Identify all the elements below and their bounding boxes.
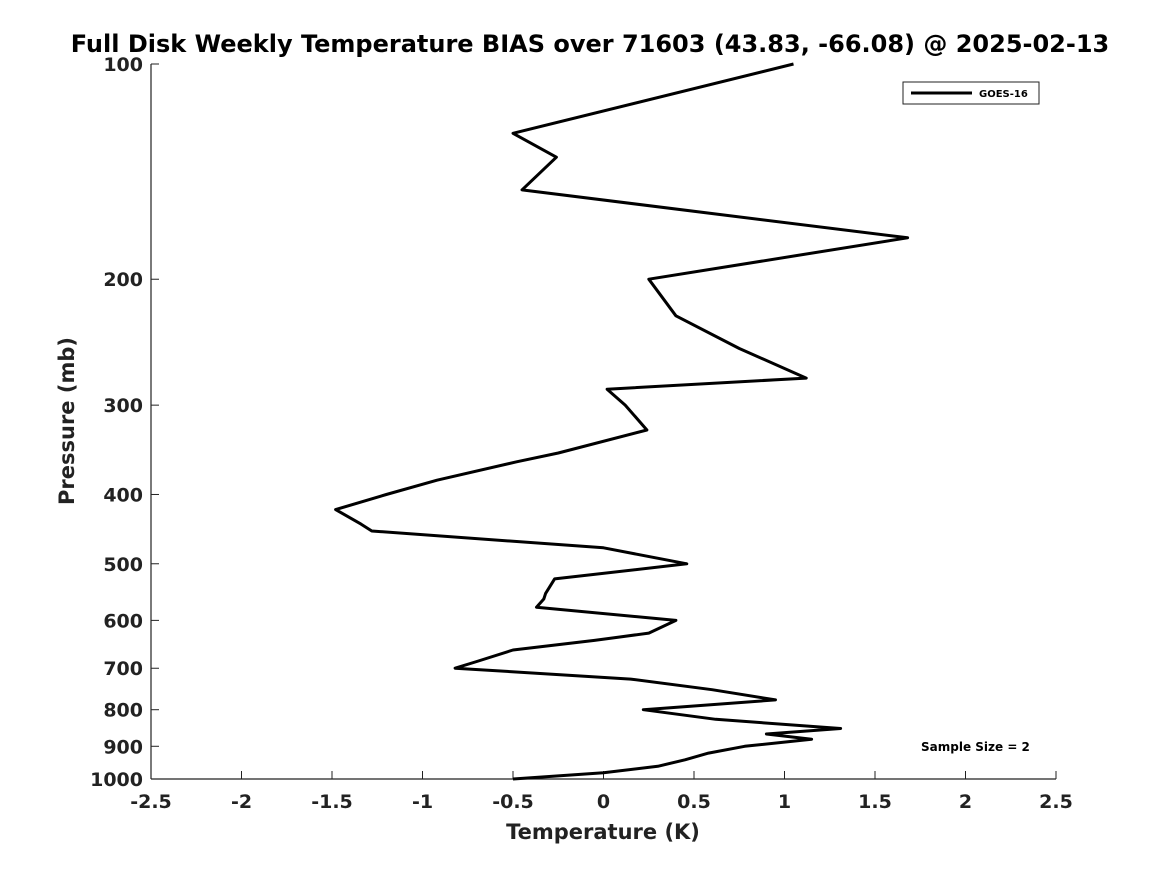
x-tick-label: -2.5 xyxy=(130,791,172,813)
x-tick-label: 2.5 xyxy=(1039,791,1073,813)
x-tick-label: -0.5 xyxy=(492,791,534,813)
series-lines xyxy=(334,62,910,781)
x-tick-label: 0.5 xyxy=(677,791,711,813)
y-tick-label: 900 xyxy=(103,736,143,758)
x-tick-label: -1 xyxy=(412,791,433,813)
y-ticks: 100 200 300 400 500 600 700 800 900 1000 xyxy=(90,54,159,791)
y-tick-label: 800 xyxy=(103,700,143,722)
y-tick-label: 600 xyxy=(103,610,143,632)
y-axis-label: Pressure (mb) xyxy=(55,337,79,505)
plot-area: -2.5 -2 -1.5 -1 -0.5 0 0.5 1 1.5 2 2.5 100 200 300 40… xyxy=(90,54,1073,813)
x-tick-label: 2 xyxy=(959,791,972,813)
y-tick-label: 1000 xyxy=(90,769,143,791)
y-tick-label: 400 xyxy=(103,484,143,506)
chart-title: Full Disk Weekly Temperature BIAS over 7… xyxy=(71,30,1110,58)
legend: GOES-16 xyxy=(902,81,1040,105)
x-tick-label: 1 xyxy=(778,791,791,813)
y-tick-label: 100 xyxy=(103,54,143,76)
x-ticks: -2.5 -2 -1.5 -1 -0.5 0 0.5 1 1.5 2 2.5 xyxy=(130,771,1073,813)
x-tick-label: 1.5 xyxy=(858,791,892,813)
x-axis-label: Temperature (K) xyxy=(506,820,700,844)
x-tick-label: -2 xyxy=(231,791,252,813)
y-tick-label: 700 xyxy=(103,658,143,680)
legend-label-goes-16: GOES-16 xyxy=(979,89,1028,100)
y-tick-label: 200 xyxy=(103,269,143,291)
y-tick-label: 300 xyxy=(103,395,143,417)
x-tick-label: -1.5 xyxy=(311,791,353,813)
series-line-goes-16 xyxy=(334,62,910,781)
sample-size-annotation: Sample Size = 2 xyxy=(921,740,1030,754)
x-tick-label: 0 xyxy=(597,791,610,813)
y-tick-label: 500 xyxy=(103,554,143,576)
